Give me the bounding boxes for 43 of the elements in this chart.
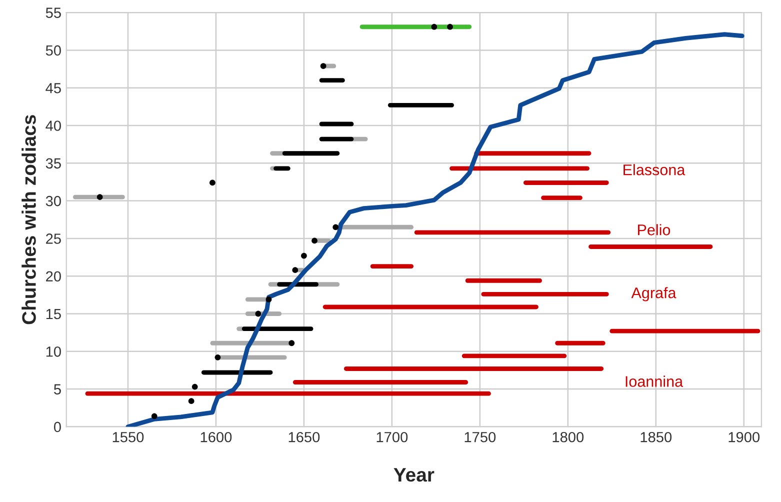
x-axis-title: Year (394, 468, 434, 482)
y-tick-label: 35 (46, 158, 61, 169)
annotation: Elassona (624, 164, 686, 176)
y-tick-label: 5 (54, 384, 61, 394)
point (151, 413, 158, 420)
point (266, 296, 272, 302)
y-axis-title: Churches with zodiacs (22, 115, 36, 324)
y-tick-label: 10 (46, 346, 61, 357)
line-series (126, 32, 744, 427)
x-tick-label: 1550 (112, 432, 144, 442)
point (214, 354, 221, 360)
point (209, 180, 216, 186)
point (188, 398, 194, 404)
x-tick-label: 1800 (552, 432, 584, 442)
y-tick-label: 25 (46, 234, 61, 244)
point (255, 310, 262, 317)
y-tick-label: 45 (46, 83, 61, 94)
y-tick-label: 30 (46, 196, 61, 206)
y-tick-label: 40 (46, 120, 61, 131)
point (447, 24, 453, 30)
x-tick-label: 1700 (376, 432, 408, 442)
y-tick-label: 15 (46, 309, 61, 320)
point (431, 24, 438, 30)
y-tick-label: 55 (46, 8, 61, 18)
x-tick-label: 1750 (464, 432, 496, 442)
y-tick-label: 0 (54, 422, 61, 432)
y-tick-label: 20 (46, 271, 61, 282)
point (288, 340, 295, 346)
point (192, 384, 198, 390)
x-tick-label: 1850 (640, 432, 672, 442)
annotation: Pelio (638, 224, 670, 236)
annotation: Ioannina (626, 376, 684, 387)
x-tick-label: 1900 (728, 432, 760, 442)
point (320, 63, 326, 69)
x-tick-label: 1650 (288, 432, 320, 442)
x-tick-label: 1600 (200, 432, 232, 442)
point (312, 238, 318, 244)
annotation: Agrafa (631, 287, 676, 302)
point (332, 224, 339, 230)
point (96, 194, 103, 200)
y-tick-label: 50 (46, 45, 61, 56)
point (301, 252, 307, 259)
point (292, 267, 298, 274)
